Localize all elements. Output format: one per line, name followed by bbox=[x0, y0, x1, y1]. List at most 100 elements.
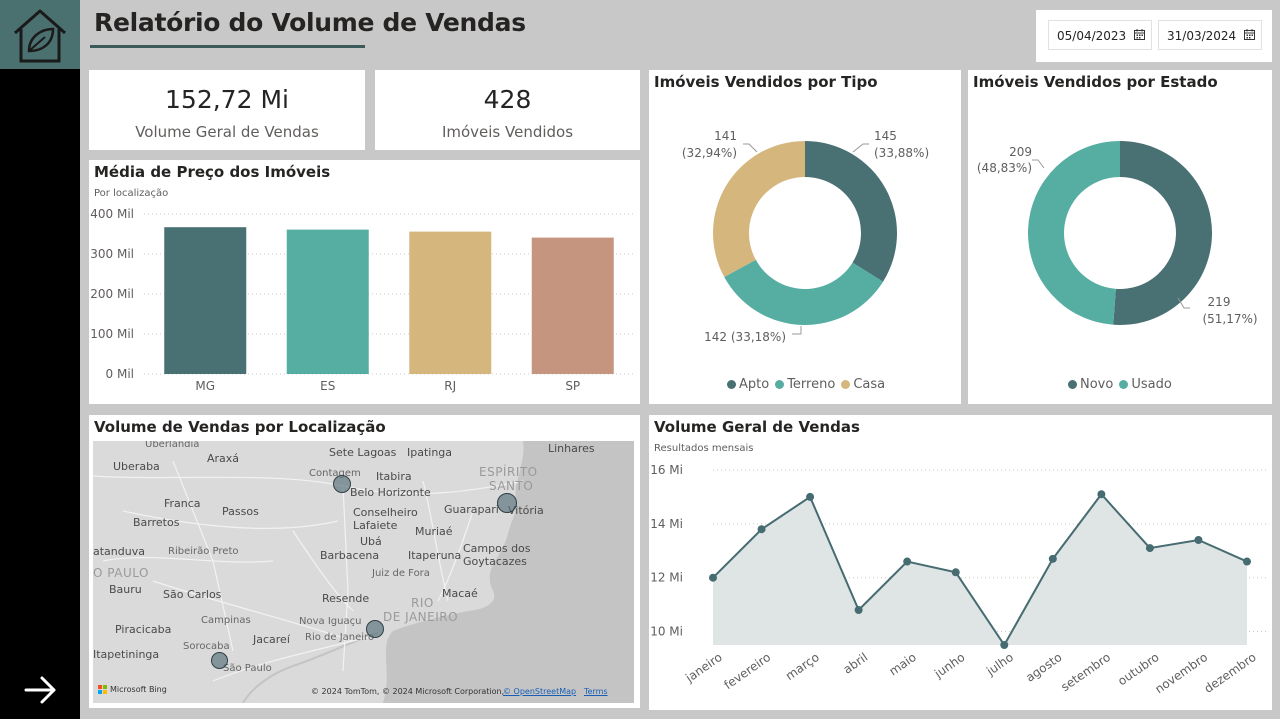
map-label: Ribeirão Preto bbox=[168, 546, 239, 557]
map-label: Sete Lagoas bbox=[329, 446, 397, 459]
data-point-março bbox=[806, 492, 815, 501]
legend-dot bbox=[1068, 380, 1077, 389]
legend-label-novo: Novo bbox=[1080, 377, 1114, 392]
map-bubble-es[interactable] bbox=[497, 493, 517, 513]
bar-chart-title: Média de Preço dos Imóveis bbox=[94, 163, 331, 181]
date-range-filter: 05/04/2023 31/03/2024 bbox=[1036, 10, 1272, 62]
x-tick-label: MG bbox=[195, 379, 215, 393]
map-label: Bauru bbox=[109, 583, 142, 596]
data-label-novo-pct: (51,17%) bbox=[1202, 312, 1257, 326]
data-label-casa-pct: (32,94%) bbox=[682, 146, 737, 160]
legend-item-terreno[interactable]: Terreno bbox=[775, 377, 835, 392]
map-label: Macaé bbox=[442, 587, 478, 600]
map-label: Itaperuna bbox=[408, 549, 462, 562]
bar-rj bbox=[409, 231, 492, 374]
x-tick-label: novembro bbox=[1152, 650, 1210, 696]
calendar-icon[interactable] bbox=[1244, 29, 1255, 40]
y-tick-label: 200 Mil bbox=[90, 287, 134, 301]
map-label: DE JANEIRO bbox=[383, 610, 459, 624]
end-date-value: 31/03/2024 bbox=[1167, 29, 1237, 43]
donut-slice-apto bbox=[805, 141, 897, 282]
start-date-input[interactable]: 05/04/2023 bbox=[1048, 20, 1152, 50]
line-chart-title: Volume Geral de Vendas bbox=[654, 418, 860, 436]
y-tick-label: 100 Mil bbox=[90, 327, 134, 341]
estado-donut-card: Imóveis Vendidos por Estado 209 (48,83%) 2… bbox=[968, 70, 1272, 404]
map-label: São Carlos bbox=[163, 588, 222, 601]
legend-label-terreno: Terreno bbox=[787, 377, 836, 392]
legend-item-apto[interactable]: Apto bbox=[727, 377, 769, 392]
x-tick-label: fevereiro bbox=[721, 650, 773, 692]
kpi-imoveis-card: 428 Imóveis Vendidos bbox=[375, 70, 640, 150]
tipo-donut-chart: 145 (33,88%) 141 (32,94%) 142 (33,18%) bbox=[682, 129, 929, 344]
map-bubble-sp[interactable] bbox=[211, 652, 228, 669]
map-label: Sorocaba bbox=[183, 641, 230, 652]
bar-chart-card: Média de Preço dos Imóveis Por localizaç… bbox=[89, 160, 640, 404]
estado-donut-chart: 209 (48,83%) 219 (51,17%) bbox=[977, 141, 1258, 326]
end-date-input[interactable]: 31/03/2024 bbox=[1158, 20, 1262, 50]
x-tick-label: ES bbox=[320, 379, 335, 393]
data-point-agosto bbox=[1048, 554, 1057, 563]
map-label: Ipatinga bbox=[407, 446, 453, 459]
legend-item-usado[interactable]: Usado bbox=[1119, 377, 1172, 392]
leader-line bbox=[743, 143, 758, 153]
map-label: Uberaba bbox=[113, 460, 160, 473]
kpi-imoveis-value: 428 bbox=[483, 85, 532, 114]
terms-link[interactable]: Terms bbox=[584, 687, 608, 696]
map-label: Belo Horizonte bbox=[350, 486, 431, 499]
x-tick-label: SP bbox=[565, 379, 580, 393]
data-point-setembro bbox=[1097, 490, 1106, 499]
data-point-junho bbox=[951, 568, 960, 577]
map-label: ESPÍRITO bbox=[479, 465, 538, 479]
leader-line bbox=[852, 143, 869, 153]
x-tick-label: abril bbox=[841, 650, 871, 677]
map-label: Linhares bbox=[548, 442, 595, 455]
data-label-novo-count: 219 bbox=[1208, 295, 1231, 309]
data-point-maio bbox=[903, 557, 912, 566]
map-coastline bbox=[93, 441, 634, 703]
x-tick-label: maio bbox=[887, 650, 919, 679]
next-page-arrow-icon[interactable] bbox=[22, 672, 58, 708]
bar-chart-subtitle: Por localização bbox=[94, 188, 169, 199]
map-label: RIO bbox=[411, 596, 434, 610]
map-label: Ubá bbox=[360, 535, 382, 548]
leader-line bbox=[792, 326, 802, 335]
legend-item-novo[interactable]: Novo bbox=[1068, 377, 1113, 392]
y-tick-label: 16 Mi bbox=[650, 463, 683, 477]
map-label: atanduva bbox=[93, 545, 145, 558]
data-point-abril bbox=[854, 606, 863, 614]
legend-label-casa: Casa bbox=[853, 377, 886, 392]
data-label-usado-pct: (48,83%) bbox=[977, 161, 1032, 175]
legend-label-apto: Apto bbox=[739, 377, 770, 392]
map-label: São Paulo bbox=[223, 663, 272, 674]
title-underline bbox=[90, 45, 365, 48]
map-label: Vitória bbox=[508, 504, 544, 517]
legend-dot bbox=[1119, 380, 1129, 389]
kpi-volume-label: Volume Geral de Vendas bbox=[135, 123, 319, 141]
osm-link[interactable]: © OpenStreetMap bbox=[503, 687, 577, 696]
donut-slice-casa bbox=[713, 141, 805, 278]
map[interactable]: Uberlândia Araxá Sete Lagoas Ipatinga Li… bbox=[93, 441, 634, 703]
map-label: Lafaiete bbox=[353, 519, 398, 532]
map-card: Volume de Vendas por Localização Uberlân… bbox=[89, 415, 640, 708]
x-tick-label: dezembro bbox=[1202, 650, 1259, 696]
y-tick-label: 300 Mil bbox=[90, 247, 134, 261]
x-tick-label: janeiro bbox=[682, 650, 724, 686]
map-bubble-mg[interactable] bbox=[333, 475, 351, 493]
tipo-donut-card: Imóveis Vendidos por Tipo 145 (33,88%) 141… bbox=[649, 70, 961, 404]
x-tick-label: RJ bbox=[444, 379, 456, 393]
map-label: Franca bbox=[164, 497, 201, 510]
bar-chart: 0 Mil 100 Mil 200 Mil 300 Mil 400 Mil MG ES RJ S… bbox=[90, 207, 634, 393]
data-label-casa-count: 141 bbox=[714, 129, 737, 143]
legend-item-casa[interactable]: Casa bbox=[841, 377, 885, 392]
kpi-volume-value: 152,72 Mi bbox=[165, 85, 289, 114]
calendar-icon[interactable] bbox=[1134, 29, 1145, 40]
map-label: Passos bbox=[222, 505, 259, 518]
map-label: Nova Iguaçu bbox=[299, 616, 362, 627]
data-point-novembro bbox=[1194, 536, 1203, 544]
map-label: Contagem bbox=[309, 468, 361, 479]
map-label: Campos dos bbox=[463, 542, 531, 555]
donut-slice-novo bbox=[1113, 141, 1212, 325]
map-label: Uberlândia bbox=[145, 441, 200, 450]
map-bubble-rj[interactable] bbox=[366, 620, 384, 638]
map-label: Rio de Janeiro bbox=[305, 632, 375, 643]
